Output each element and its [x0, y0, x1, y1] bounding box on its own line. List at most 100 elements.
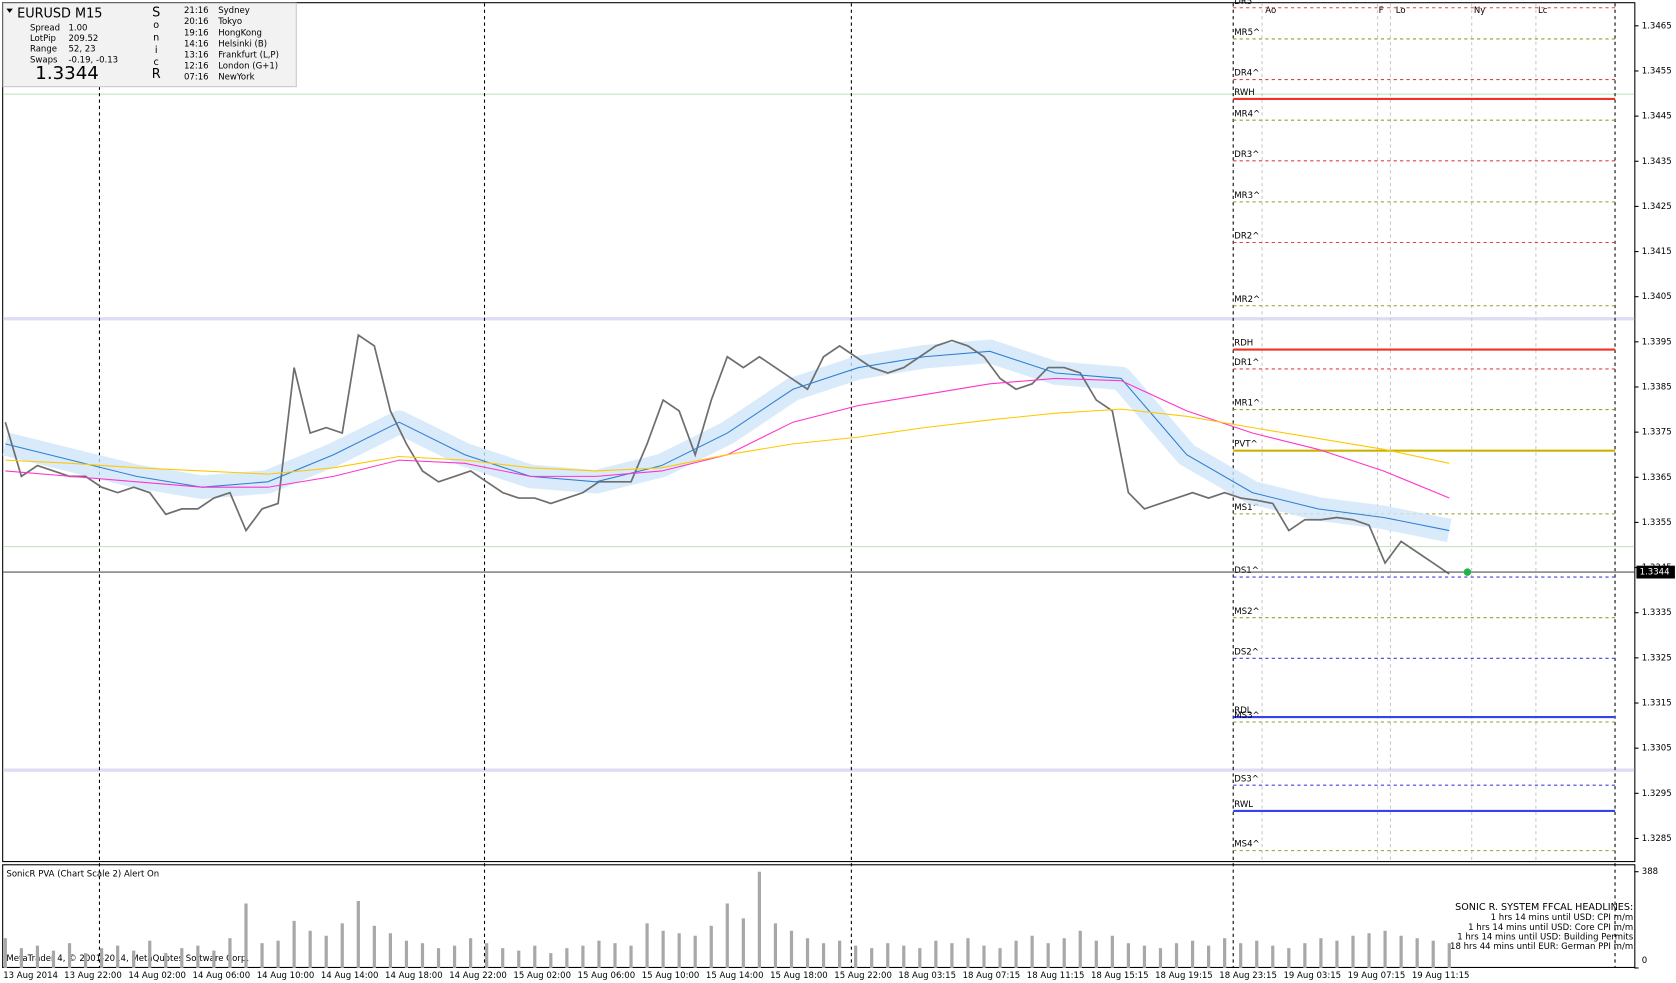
volume-bar — [982, 945, 986, 968]
volume-bar — [677, 933, 681, 968]
pivot-label: DS2^ — [1234, 647, 1259, 657]
pivot-label: DS3^ — [1234, 774, 1259, 784]
panel-value: -0.19, -0.13 — [68, 55, 118, 65]
x-tick-label: 15 Aug 18:00 — [770, 971, 828, 981]
price-tag — [1636, 565, 1675, 579]
bid: 1.3344 — [35, 63, 99, 84]
x-tick-label: 15 Aug 14:00 — [706, 971, 764, 981]
volume-bar — [741, 918, 745, 968]
volume-bar — [613, 943, 617, 968]
logo-letter: c — [154, 57, 159, 68]
x-tick-label: 13 Aug 2014 — [3, 971, 58, 981]
y-tick-label: 388 — [1642, 867, 1658, 877]
volume-bar — [228, 938, 232, 968]
y-tick-label: 1.3425 — [1642, 202, 1672, 212]
volume-bar — [180, 948, 184, 968]
volume-bar — [1367, 933, 1371, 968]
volume-bar — [805, 938, 810, 968]
y-tick-label: 0 — [1642, 956, 1647, 966]
pivot-label: MR1^ — [1234, 399, 1260, 409]
x-tick-label: 18 Aug 07:15 — [963, 971, 1021, 981]
volume-bar — [1158, 948, 1163, 968]
volume-bar — [789, 930, 794, 968]
headline: 18 hrs 44 mins until EUR: German PPI m/m — [1450, 942, 1633, 952]
volume-bar — [67, 943, 72, 968]
clock-time: 07:16 — [184, 72, 209, 82]
y-tick-label: 1.3355 — [1642, 518, 1672, 528]
clock-time: 20:16 — [184, 17, 209, 27]
panel-value: 1.00 — [68, 23, 87, 33]
y-tick-label: 1.3465 — [1642, 21, 1672, 31]
y-tick-label: 1.3415 — [1642, 247, 1672, 257]
volume-bar — [918, 948, 922, 968]
session-marker: Ny — [1474, 6, 1485, 16]
volume-bar — [404, 940, 409, 968]
volume-bar — [1383, 930, 1387, 968]
y-tick-label: 1.3395 — [1642, 337, 1672, 347]
volume-bar — [1094, 940, 1098, 968]
volume-bar — [757, 871, 761, 968]
x-tick-label: 18 Aug 19:15 — [1155, 971, 1213, 981]
y-tick-label: 1.3405 — [1642, 292, 1672, 302]
x-tick-label: 15 Aug 02:00 — [513, 971, 571, 981]
volume-bar — [35, 945, 40, 968]
clock-time: 19:16 — [184, 28, 209, 38]
x-tick-label: 14 Aug 14:00 — [321, 971, 379, 981]
watermark: MetaTrader 4, © 2001-2014, MetaQuotes So… — [6, 954, 249, 964]
price-line — [4, 333, 1450, 575]
x-tick-label: 14 Aug 22:00 — [449, 971, 507, 981]
volume-bar — [1271, 945, 1275, 968]
volume-bar — [51, 950, 56, 968]
logo-letter: o — [153, 20, 159, 31]
volume-bar — [501, 948, 505, 968]
x-tick-label: 15 Aug 06:00 — [578, 971, 636, 981]
logo: SonicR — [152, 5, 161, 81]
clock-city: Sydney — [218, 6, 250, 16]
clock-city: NewYork — [218, 72, 254, 82]
volume-bar — [934, 940, 938, 968]
volume-bar — [1190, 940, 1195, 968]
x-tick-label: 14 Aug 02:00 — [128, 971, 186, 981]
volume-bar — [1062, 938, 1066, 968]
volume-bar — [517, 950, 521, 968]
volume-bar — [1014, 940, 1018, 968]
y-tick-label: 1.3365 — [1642, 473, 1672, 483]
volume-bar — [1415, 938, 1419, 968]
volume-bar — [1431, 940, 1435, 968]
headline: 1 hrs 14 mins until USD: Core CPI m/m — [1468, 923, 1633, 933]
y-tick-label: 1.3375 — [1642, 428, 1672, 438]
volume-bar — [1223, 938, 1227, 968]
clock-city: HongKong — [218, 28, 262, 38]
volume-bar — [1206, 945, 1211, 968]
volume-bar — [1319, 938, 1323, 968]
pivot-label: MS1^ — [1234, 503, 1259, 513]
volume-bar — [356, 901, 360, 968]
volume-frame — [2, 864, 1636, 968]
volume-bar — [469, 938, 473, 968]
plot: DR5^ MR5^ DR4^ RWH MR4^ DR3^ MR3^ DR2^ MR2^ RDH DR… — [2, 0, 1635, 852]
volume-bar — [1078, 930, 1082, 968]
volume-bar — [998, 948, 1002, 968]
session-clocks: 21:16 Sydney 20:16 Tokyo 19:16 HongKong 14:16 H… — [184, 6, 279, 82]
volume-bar — [597, 940, 601, 968]
volume-bar — [693, 935, 697, 968]
volume-bar — [196, 945, 200, 968]
panel-key: Range — [30, 45, 57, 55]
x-tick-label: 19 Aug 03:15 — [1283, 971, 1341, 981]
volume-bar — [100, 948, 104, 968]
volume-bar — [452, 945, 457, 968]
session-marker: Ao — [1265, 6, 1276, 16]
y-tick-label: 1.3455 — [1642, 66, 1672, 76]
pivot-label: MS3^ — [1234, 711, 1259, 721]
session-marker: F — [1379, 6, 1384, 16]
panel-key: LotPip — [30, 34, 56, 44]
volume-bar — [1239, 943, 1243, 968]
pivot-label: MR4^ — [1234, 109, 1260, 119]
symbol-panel: EURUSD M15 Spread 1.00 LotPip 209.52 Range 52… — [2, 2, 297, 88]
pivot-label: DR5^ — [1234, 0, 1259, 7]
volume-bar — [886, 943, 890, 968]
panel-value: 52, 23 — [68, 45, 95, 55]
headline: 1 hrs 14 mins until USD: CPI m/m — [1491, 913, 1634, 923]
moving-average — [5, 350, 1450, 532]
